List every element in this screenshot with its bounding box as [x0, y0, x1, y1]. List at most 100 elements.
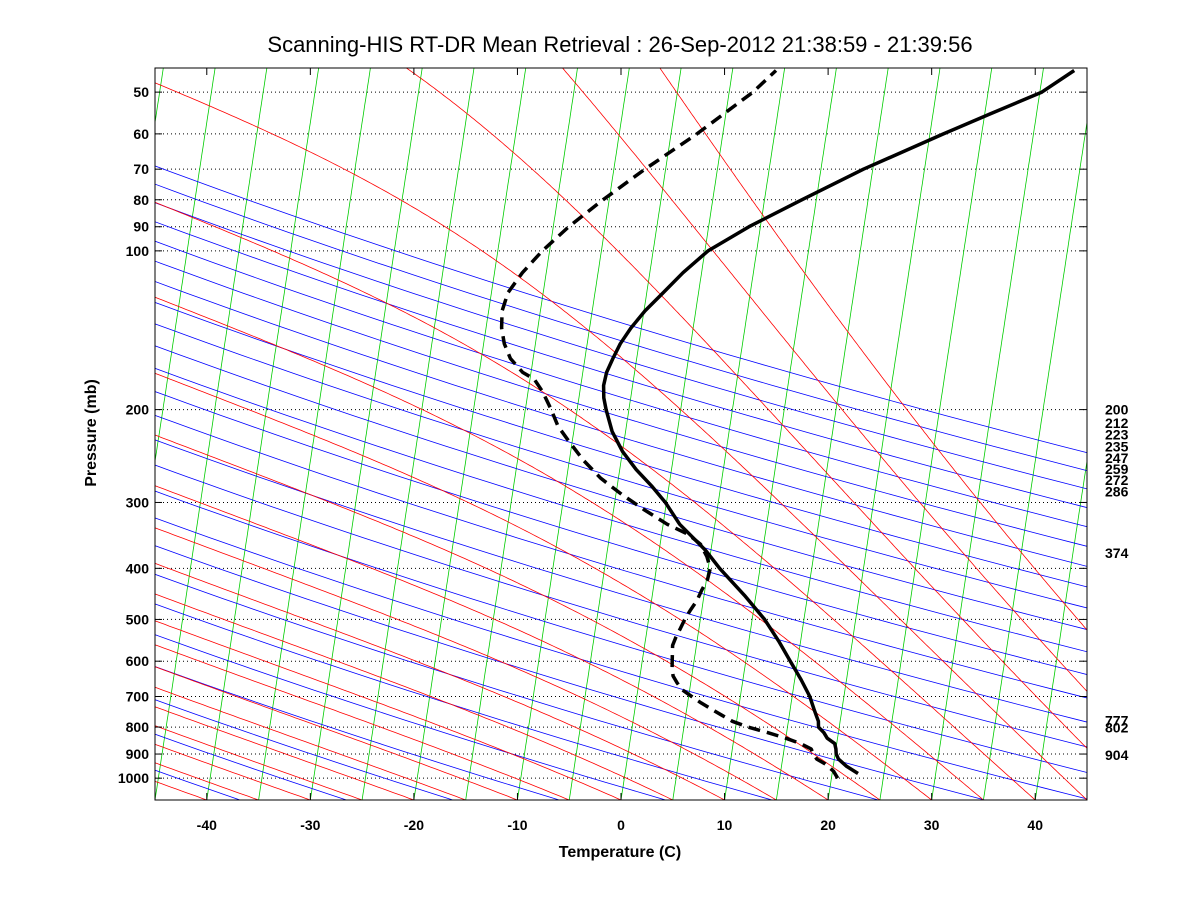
dry-adiabat-line	[155, 414, 1087, 699]
right-pressure-label: 777	[1105, 712, 1129, 728]
isotherm-line	[1139, 68, 1200, 800]
y-tick-label: 500	[126, 611, 150, 627]
y-tick-label: 60	[133, 126, 149, 142]
isotherm-line	[1086, 797, 1087, 800]
y-tick-label: 400	[126, 560, 150, 576]
dry-adiabat-line	[155, 240, 1087, 528]
isotherm-line	[879, 68, 993, 800]
y-tick-label: 70	[133, 161, 149, 177]
moist-adiabat-line	[155, 82, 1087, 800]
isotherm-line	[517, 68, 630, 800]
dewpoint-profile-line	[499, 69, 840, 780]
dry-adiabat-line	[155, 202, 1087, 490]
moist-adiabat-line	[155, 780, 207, 800]
y-tick-label: 100	[126, 243, 150, 259]
dry-adiabat-line	[155, 165, 1087, 454]
y-tick-label: 50	[133, 84, 149, 100]
right-pressure-label: 802	[1105, 720, 1129, 736]
x-tick-label: -40	[197, 817, 217, 833]
y-axis-label: Pressure (mb)	[83, 379, 100, 487]
y-tick-label: 300	[126, 494, 150, 510]
moist-adiabat-line	[155, 666, 518, 800]
y-tick-label: 900	[126, 746, 150, 762]
isotherm-line	[827, 68, 941, 800]
right-pressure-label: 212	[1105, 415, 1129, 431]
isotherm-line	[1191, 68, 1200, 800]
moist-adiabat-line	[155, 485, 829, 800]
x-tick-label: 30	[924, 817, 940, 833]
x-axis-ticks: -40 -30 -20 -10 0 10 20 30 40	[197, 68, 1043, 833]
dry-adiabat-line	[155, 733, 347, 800]
x-tick-label: 40	[1027, 817, 1043, 833]
x-tick-label: -30	[300, 817, 320, 833]
moist-adiabat-line	[155, 434, 881, 800]
temperature-profile-line	[601, 69, 1076, 775]
x-tick-label: -10	[507, 817, 527, 833]
profile-series	[499, 69, 1076, 780]
x-tick-label: -20	[404, 817, 424, 833]
moist-adiabat-line	[155, 372, 932, 800]
isotherm-line	[361, 68, 475, 800]
isotherm-line	[775, 68, 889, 800]
x-tick-label: 0	[617, 817, 625, 833]
right-pressure-label: 374	[1105, 545, 1129, 561]
dry-adiabat-line	[155, 634, 666, 800]
right-pressure-label: 904	[1105, 747, 1129, 763]
moist-adiabat-line	[155, 644, 570, 800]
right-pressure-label: 272	[1105, 472, 1129, 488]
dry-adiabat-line	[155, 301, 1087, 588]
dry-adiabat-line	[155, 573, 879, 800]
right-pressure-label: 223	[1105, 427, 1129, 443]
y-tick-label: 1000	[118, 770, 149, 786]
dry-adiabat-line	[155, 367, 1087, 653]
isotherm-line	[206, 68, 320, 800]
dry-adiabat-line	[155, 545, 986, 800]
dry-adiabat-line	[155, 221, 1087, 509]
dry-adiabat-line	[155, 699, 453, 800]
dry-adiabat-line	[155, 517, 1087, 800]
moist-adiabat-line	[406, 68, 1087, 749]
isotherm-line	[155, 68, 268, 800]
dry-adiabat-line	[155, 260, 1087, 547]
moist-adiabat-line	[562, 68, 1087, 692]
right-pressure-label: 286	[1105, 484, 1129, 500]
isotherm-line	[155, 68, 216, 464]
dry-adiabat-line	[155, 603, 773, 800]
right-pressure-label: 259	[1105, 461, 1129, 477]
moist-adiabat-line	[155, 562, 725, 800]
y-tick-label: 800	[126, 719, 150, 735]
y-tick-label: 80	[133, 192, 149, 208]
y-tick-label: 90	[133, 219, 149, 235]
y-tick-label: 200	[126, 402, 150, 418]
right-pressure-label: 247	[1105, 450, 1129, 466]
isotherm-line	[309, 68, 423, 800]
dry-adiabat-line	[155, 183, 1087, 472]
chart-title: Scanning-HIS RT-DR Mean Retrieval : 26-S…	[267, 32, 972, 57]
dry-adiabat-line	[155, 769, 241, 800]
moist-adiabat-line	[155, 201, 1036, 800]
isotherm-line	[983, 119, 1087, 800]
isotherm-line	[931, 68, 1044, 800]
x-axis-label: Temperature (C)	[559, 844, 681, 861]
moist-adiabat-line	[155, 527, 777, 800]
dry-adiabat-line	[155, 464, 1087, 748]
y-tick-label: 600	[126, 653, 150, 669]
dry-adiabat-line	[155, 490, 1087, 773]
y-tick-label: 700	[126, 688, 150, 704]
isotherm-line	[465, 68, 578, 800]
dry-adiabat-line	[155, 666, 560, 800]
pressure-gridlines	[155, 91, 1087, 779]
moist-adiabat-line	[155, 686, 466, 800]
right-pressure-label: 235	[1105, 439, 1129, 455]
dry-adiabat-line	[155, 439, 1087, 723]
isotherm-line	[0, 68, 8, 800]
x-tick-label: 20	[820, 817, 836, 833]
moist-adiabat-line	[155, 593, 673, 800]
background-adiabats-isotherms	[0, 68, 1200, 800]
isotherm-line	[0, 68, 60, 800]
moist-adiabat-line	[155, 620, 622, 800]
y-axis-ticks: 50 60 70 80 90 100 200 300 400 500 600 700 800 900 100…	[118, 84, 1087, 786]
isotherm-line	[413, 68, 527, 800]
moist-adiabat-line	[659, 68, 1087, 631]
